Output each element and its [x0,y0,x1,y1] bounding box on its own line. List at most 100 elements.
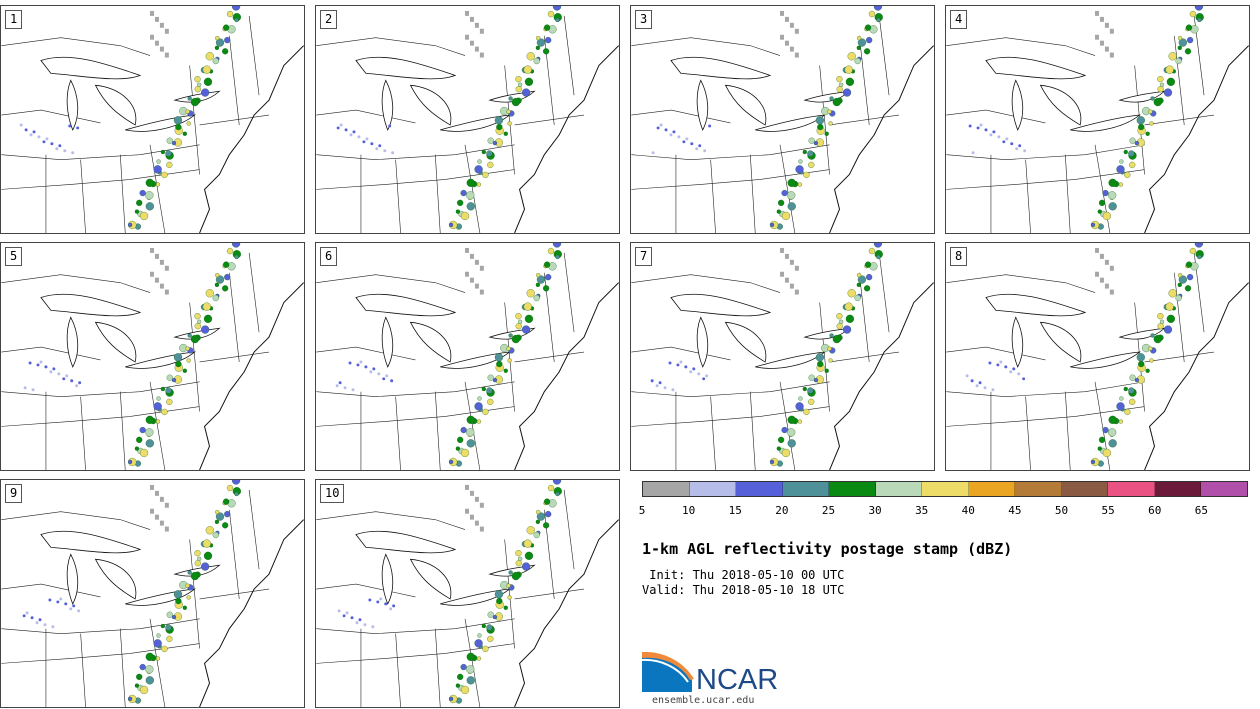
member-label: 10 [320,484,345,503]
site-url: ensemble.ucar.edu [652,695,755,706]
basemap [1,6,304,233]
colorbar-swatch [689,482,737,496]
reflectivity-band [22,480,241,704]
great-lakes [355,293,536,369]
great-lakes [670,293,851,369]
colorbar-swatch [875,482,923,496]
state-borders [1,252,270,470]
member-panel-1: 1 [0,5,305,234]
member-panel-10: 10 [315,479,620,708]
great-lakes [40,56,221,132]
basemap [316,480,619,707]
member-panel-8: 8 [945,242,1250,471]
plot-title: 1-km AGL reflectivity postage stamp (dBZ… [642,540,1013,558]
great-lakes [670,56,851,132]
reflectivity-band [23,243,241,467]
coastline [1144,282,1249,470]
member-label: 4 [950,10,968,29]
great-lakes [40,530,221,606]
member-label: 7 [635,247,653,266]
colorbar-swatch [1061,482,1109,496]
reflectivity-band [651,6,883,230]
colorbar-tick-label: 5 [638,504,646,517]
colorbar-tick-label: 55 [1101,504,1115,517]
colorbar-swatch [1108,482,1155,496]
member-panel-5: 5 [0,242,305,471]
coastline [514,45,619,233]
state-borders [1,15,270,233]
basemap [1,243,304,470]
colorbar-tick-label: 60 [1148,504,1162,517]
reflectivity-band [19,6,241,230]
colorbar-tick-label: 45 [1008,504,1022,517]
reflectivity-band [335,243,562,467]
colorbar-swatch [782,482,830,496]
member-panel-7: 7 [630,242,935,471]
member-panel-3: 3 [630,5,935,234]
colorbar-tick-label: 30 [868,504,882,517]
colorbar-tick-label: 50 [1054,504,1069,517]
colorbar-tick-label: 10 [681,504,696,517]
coastline [829,45,934,233]
coastline [1144,45,1249,233]
colorbar-swatch [736,482,783,496]
coastline [199,519,304,707]
ncar-logo-icon [642,652,694,692]
basemap [631,6,934,233]
colorbar-tick-label: 65 [1194,504,1208,517]
colorbar-swatch [1201,482,1247,496]
member-panel-6: 6 [315,242,620,471]
coastline [514,282,619,470]
great-lakes [355,530,536,606]
state-borders [631,15,900,233]
great-lakes [985,293,1166,369]
colorbar-swatch [968,482,1016,496]
coastline [199,282,304,470]
member-panel-4: 4 [945,5,1250,234]
member-label: 3 [635,10,653,29]
basemap [1,480,304,707]
valid-time: Valid: Thu 2018-05-10 18 UTC [642,583,845,597]
reflectivity-band [337,480,562,704]
colorbar-swatch [922,482,969,496]
basemap [946,243,1249,470]
time-info: Init: Thu 2018-05-10 00 UTC Valid: Thu 20… [642,568,844,598]
coastline [199,45,304,233]
member-label: 6 [320,247,338,266]
member-label: 1 [5,10,23,29]
coastline [829,282,934,470]
member-label: 8 [950,247,968,266]
coastline [514,519,619,707]
reflectivity-colorbar [642,481,1248,497]
colorbar-ticks: 5 10 15 20 25 30 35 40 45 50 55 60 65 [638,504,1248,518]
member-panel-9: 9 [0,479,305,708]
reflectivity-band [965,243,1204,467]
state-borders [316,489,585,707]
basemap [316,243,619,470]
state-borders [1,489,270,707]
colorbar-swatch [643,482,690,496]
reflectivity-band [650,243,883,467]
reflectivity-band [968,6,1204,230]
colorbar-swatch [1154,482,1202,496]
colorbar-tick-label: 15 [728,504,742,517]
great-lakes [40,293,221,369]
colorbar-tick-label: 20 [775,504,789,517]
member-label: 5 [5,247,23,266]
member-panel-2: 2 [315,5,620,234]
state-borders [631,252,900,470]
colorbar-tick-label: 25 [821,504,836,517]
init-time: Init: Thu 2018-05-10 00 UTC [642,568,845,582]
colorbar-tick-label: 35 [915,504,929,517]
ncar-logo-text: NCAR [696,664,779,696]
state-borders [316,15,585,233]
basemap [316,6,619,233]
colorbar-swatch [829,482,876,496]
great-lakes [355,56,536,132]
member-label: 9 [5,484,23,503]
basemap [946,6,1249,233]
member-label: 2 [320,10,338,29]
colorbar-tick-label: 40 [961,504,975,517]
colorbar-swatch [1015,482,1062,496]
basemap [631,243,934,470]
